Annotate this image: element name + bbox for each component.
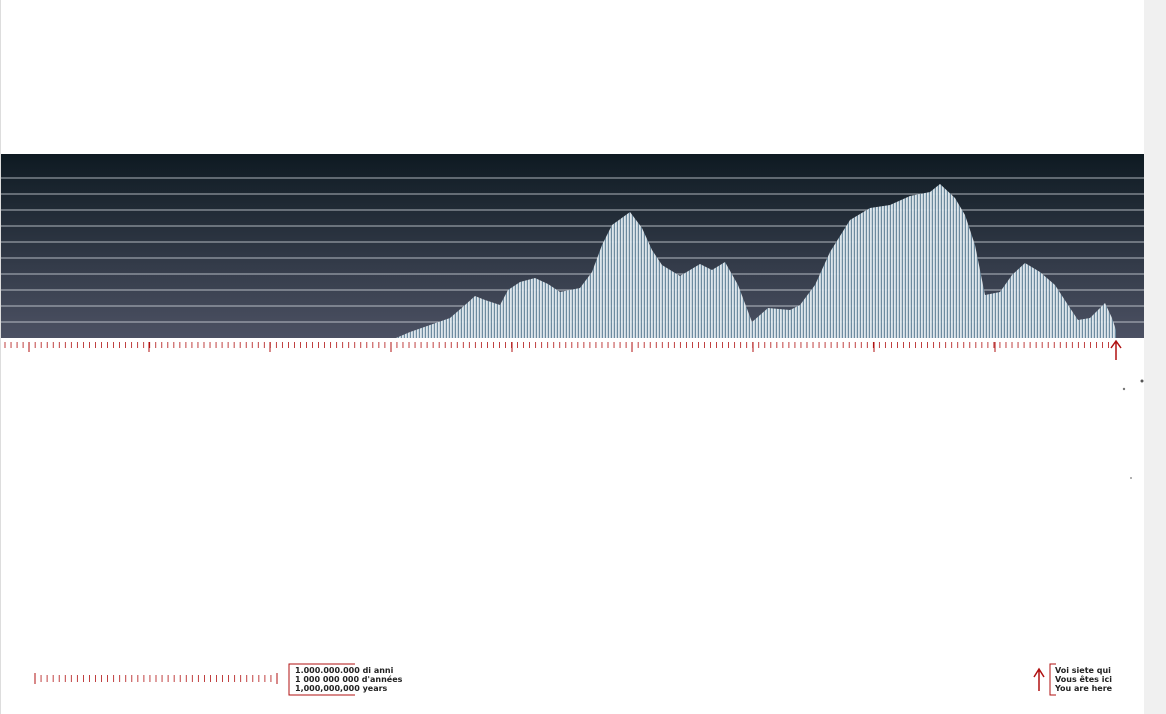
- dot: [1140, 379, 1144, 383]
- here-label: Vous êtes ici: [1055, 674, 1112, 684]
- scale-ruler: [34, 673, 278, 684]
- dot: [1130, 477, 1132, 479]
- diversity-profile: [396, 184, 1116, 338]
- scale-label: 1 000 000 000 d'années: [295, 674, 403, 684]
- dot: [1122, 387, 1126, 391]
- here-legend-arrow: [1033, 667, 1045, 691]
- scale-bracket: [288, 663, 355, 696]
- scale-label: 1,000,000,000 years: [295, 684, 388, 693]
- here-label: Voi siete qui: [1055, 666, 1111, 675]
- time-axis: [4, 342, 1109, 352]
- left-edge: [0, 0, 1, 714]
- here-bracket: [1049, 663, 1056, 696]
- here-arrow: [1110, 339, 1122, 360]
- scale-label: 1.000.000.000 di anni: [295, 666, 394, 675]
- here-label: You are here: [1054, 684, 1113, 693]
- scrollbar[interactable]: [1144, 0, 1166, 714]
